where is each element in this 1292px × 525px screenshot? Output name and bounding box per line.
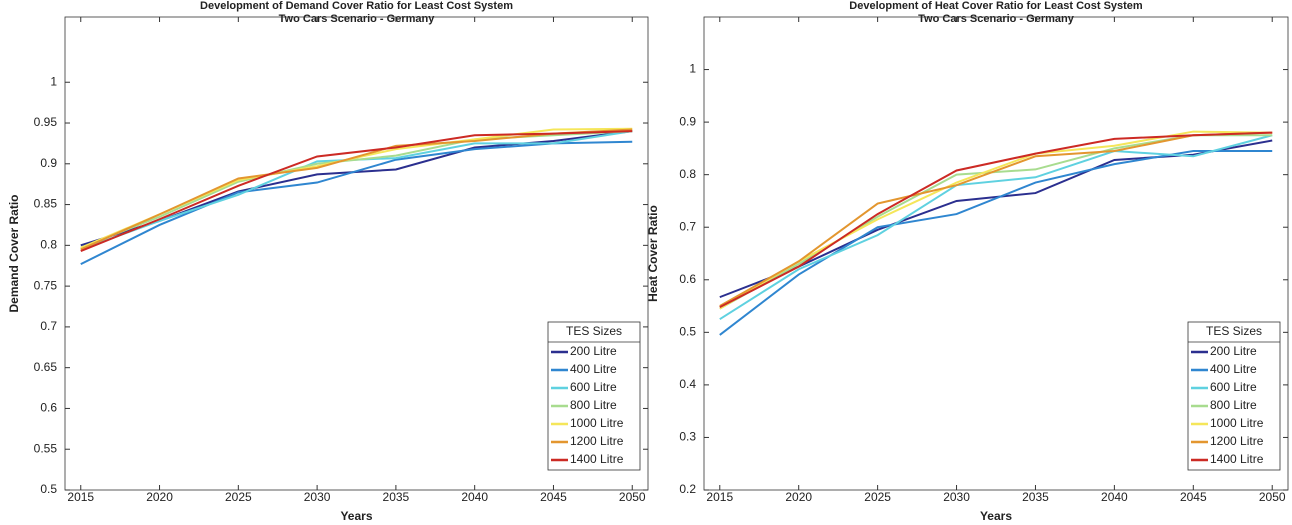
data-line: [80, 128, 633, 251]
y-tick-label: 0.95: [34, 115, 58, 129]
x-tick-label: 2030: [304, 490, 331, 504]
legend-label: 800 Litre: [570, 398, 617, 412]
y-tick-label: 0.85: [34, 197, 58, 211]
x-tick-label: 2035: [1022, 490, 1049, 504]
y-tick-label: 0.8: [679, 167, 696, 181]
y-axis-label: Demand Cover Ratio: [7, 194, 21, 312]
y-tick-label: 0.8: [40, 238, 57, 252]
data-line: [719, 131, 1273, 307]
x-tick-label: 2045: [1180, 490, 1207, 504]
legend-label: 1200 Litre: [570, 434, 624, 448]
legend-label: 1000 Litre: [570, 416, 624, 430]
legend-title: TES Sizes: [1206, 324, 1262, 338]
y-tick-label: 0.3: [679, 430, 696, 444]
legend-label: 400 Litre: [570, 362, 617, 376]
legend-label: 800 Litre: [1210, 398, 1257, 412]
y-tick-label: 0.4: [679, 377, 696, 391]
legend-label: 1000 Litre: [1210, 416, 1264, 430]
plot-frame: [703, 16, 1289, 491]
chart-panel: Development of Heat Cover Ratio for Leas…: [646, 0, 1289, 523]
x-tick-label: 2015: [706, 490, 733, 504]
chart-subtitle: Two Cars Scenario - Germany: [918, 13, 1075, 25]
x-tick-label: 2045: [540, 490, 567, 504]
data-line: [719, 130, 1273, 310]
data-line: [719, 150, 1273, 336]
x-tick-label: 2020: [785, 490, 812, 504]
data-line: [80, 127, 633, 249]
chart-title: Development of Heat Cover Ratio for Leas…: [849, 0, 1143, 12]
x-tick-label: 2025: [864, 490, 891, 504]
chart-title: Development of Demand Cover Ratio for Le…: [200, 0, 513, 12]
data-line: [80, 130, 633, 247]
legend-box: [547, 321, 641, 471]
legend-label: 1200 Litre: [1210, 434, 1264, 448]
legend-box: [1187, 321, 1281, 471]
y-tick-label: 0.55: [34, 441, 58, 455]
y-tick-label: 0.9: [40, 156, 57, 170]
y-tick-label: 1: [689, 62, 696, 76]
data-line: [719, 139, 1273, 299]
y-tick-label: 0.6: [40, 401, 57, 415]
y-tick-label: 0.7: [40, 319, 57, 333]
legend-label: 600 Litre: [1210, 380, 1257, 394]
y-tick-label: 0.9: [679, 114, 696, 128]
y-tick-label: 0.75: [34, 278, 58, 292]
x-tick-label: 2040: [1101, 490, 1128, 504]
y-tick-label: 0.5: [40, 482, 57, 496]
chart-panel: Development of Demand Cover Ratio for Le…: [7, 0, 649, 523]
y-tick-label: 0.7: [679, 219, 696, 233]
legend-label: 1400 Litre: [570, 452, 624, 466]
x-tick-label: 2040: [461, 490, 488, 504]
legend-label: 1400 Litre: [1210, 452, 1264, 466]
data-line: [80, 130, 633, 252]
x-tick-label: 2035: [383, 490, 410, 504]
y-tick-label: 0.65: [34, 360, 58, 374]
data-line: [80, 130, 633, 251]
data-line: [719, 131, 1273, 308]
x-tick-label: 2050: [619, 490, 646, 504]
data-line: [719, 134, 1273, 321]
x-axis-label: Years: [340, 509, 372, 523]
data-line: [80, 130, 633, 249]
y-tick-label: 1: [50, 74, 57, 88]
x-tick-label: 2050: [1259, 490, 1286, 504]
x-axis-label: Years: [980, 509, 1012, 523]
y-axis-label: Heat Cover Ratio: [646, 205, 660, 302]
y-tick-label: 0.5: [679, 325, 696, 339]
x-tick-label: 2015: [67, 490, 94, 504]
legend-title: TES Sizes: [566, 324, 622, 338]
y-tick-label: 0.6: [679, 272, 696, 286]
legend-label: 200 Litre: [1210, 344, 1257, 358]
y-tick-label: 0.2: [679, 482, 696, 496]
x-tick-label: 2030: [943, 490, 970, 504]
plot-frame: [64, 16, 649, 491]
x-tick-label: 2025: [225, 490, 252, 504]
x-tick-label: 2020: [146, 490, 173, 504]
chart-subtitle: Two Cars Scenario - Germany: [279, 13, 436, 25]
legend-label: 400 Litre: [1210, 362, 1257, 376]
legend-label: 600 Litre: [570, 380, 617, 394]
legend-label: 200 Litre: [570, 344, 617, 358]
